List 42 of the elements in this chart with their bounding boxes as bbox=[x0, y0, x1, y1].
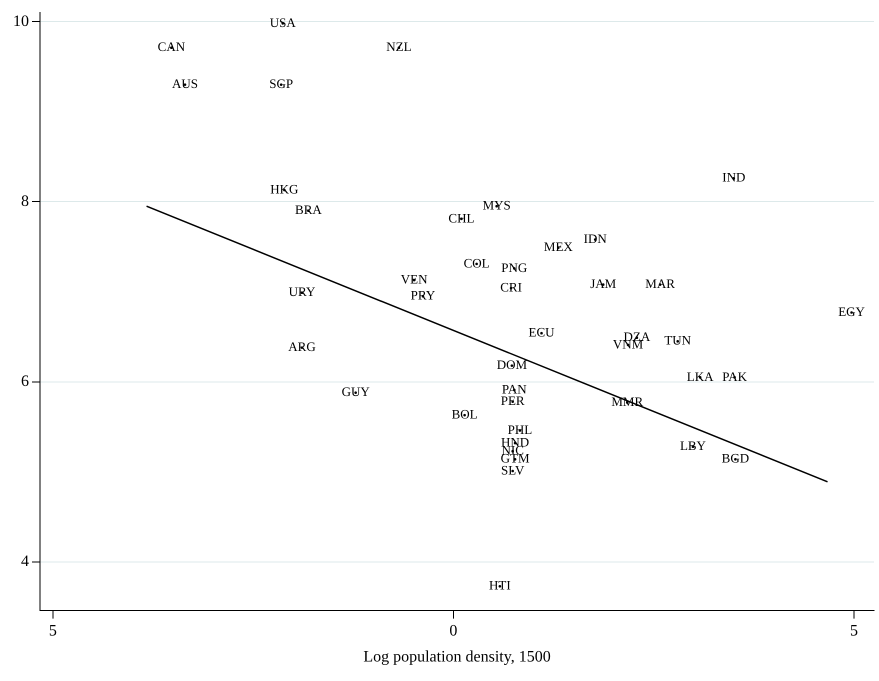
data-label: MEX bbox=[544, 239, 574, 254]
y-tick-label: 8 bbox=[21, 192, 29, 210]
data-label: MYS bbox=[482, 198, 511, 213]
data-label: ARG bbox=[288, 339, 316, 354]
data-label: NZL bbox=[386, 39, 412, 54]
data-label: PNG bbox=[501, 260, 528, 275]
y-tick-label: 6 bbox=[21, 373, 29, 390]
data-label: BGD bbox=[722, 450, 750, 466]
y-tick-label: 10 bbox=[13, 12, 29, 30]
y-tick-label: 4 bbox=[21, 553, 29, 570]
data-label: HTI bbox=[489, 578, 511, 593]
data-label: URY bbox=[288, 284, 316, 300]
data-label: SLV bbox=[500, 462, 525, 478]
data-label: AUS bbox=[172, 76, 198, 92]
data-label: USA bbox=[270, 14, 296, 30]
data-label: EGY bbox=[838, 304, 866, 319]
data-label: MAR bbox=[645, 276, 676, 292]
data-label: DOM bbox=[496, 357, 528, 372]
data-label: HKG bbox=[270, 181, 298, 196]
data-label: JAM bbox=[590, 276, 617, 292]
data-label: BRA bbox=[295, 202, 322, 218]
data-label: LBY bbox=[680, 438, 707, 454]
data-label: TUN bbox=[664, 332, 692, 348]
data-label: CHL bbox=[448, 210, 474, 226]
data-label: GUY bbox=[342, 384, 370, 400]
data-label: COL bbox=[464, 255, 490, 270]
x-axis-title: Log population density, 1500 bbox=[363, 648, 551, 666]
data-label: PAK bbox=[722, 368, 748, 384]
data-label: ECU bbox=[528, 324, 556, 340]
x-tick-label: 5 bbox=[48, 622, 57, 640]
data-label: BOL bbox=[452, 406, 478, 422]
x-tick-label: 5 bbox=[850, 622, 858, 640]
data-label: CAN bbox=[158, 39, 186, 54]
data-label: LKA bbox=[686, 368, 714, 384]
data-label: CRI bbox=[500, 280, 522, 295]
data-label: PRY bbox=[410, 288, 436, 303]
data-label: SGP bbox=[269, 76, 294, 92]
x-tick-label: 0 bbox=[449, 622, 458, 640]
data-label: IND bbox=[722, 170, 746, 185]
data-label: PHL bbox=[508, 422, 532, 437]
data-label: VEN bbox=[400, 272, 428, 286]
data-label: IDN bbox=[584, 230, 608, 246]
